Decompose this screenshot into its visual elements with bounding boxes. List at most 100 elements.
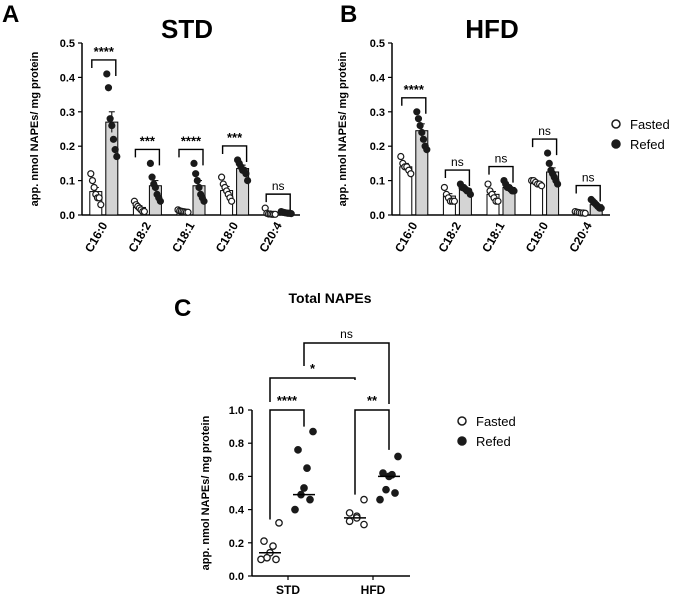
y-tick-label: 0.0 bbox=[370, 210, 385, 222]
panel-letter-a: A bbox=[2, 1, 19, 28]
data-point-fasted bbox=[184, 208, 192, 216]
data-point-refed bbox=[111, 146, 119, 154]
bracket-hfd bbox=[354, 409, 390, 495]
chart-title: Total NAPEs bbox=[289, 290, 372, 306]
data-point-refed bbox=[382, 485, 390, 494]
data-point-refed bbox=[379, 469, 387, 477]
data-point-fasted bbox=[581, 209, 589, 217]
y-tick-label: 0.2 bbox=[370, 141, 385, 153]
legend-label-refed: Refed bbox=[476, 434, 511, 449]
legend-bottom: Fasted Refed bbox=[457, 414, 516, 449]
data-point-fasted bbox=[269, 542, 277, 550]
legend-top: Fasted Refed bbox=[611, 117, 670, 152]
y-tick-label: 0.2 bbox=[60, 141, 75, 153]
chart-total-napes: Total NAPEs app. nmol NAPEs/ mg protein 0.… bbox=[200, 290, 410, 596]
data-point-fasted bbox=[95, 194, 103, 202]
data-point-fasted bbox=[397, 152, 405, 161]
y-tick-label: 0.0 bbox=[60, 210, 75, 222]
chart-hfd-bar: HFD app. nmol NAPEs/ mg protein 0.0 0.1 0.2 0… bbox=[337, 14, 610, 255]
bracket-refed bbox=[303, 342, 390, 404]
legend-marker-refed bbox=[611, 139, 621, 149]
legend-label-fasted: Fasted bbox=[476, 414, 516, 429]
data-point-refed bbox=[466, 190, 474, 198]
significance-bracket bbox=[575, 184, 601, 202]
significance-bracket bbox=[134, 148, 161, 166]
y-tick-label: 0.8 bbox=[229, 438, 244, 450]
y-tick-label: 0.0 bbox=[229, 571, 244, 583]
data-point-fasted bbox=[345, 509, 354, 517]
data-point-fasted bbox=[97, 201, 105, 209]
legend-marker-fasted bbox=[457, 416, 467, 426]
data-point-refed bbox=[106, 115, 114, 123]
significance-label: *** bbox=[227, 130, 243, 145]
chart-title: HFD bbox=[465, 14, 518, 44]
data-point-refed bbox=[193, 177, 201, 185]
category-label: C16:0 bbox=[392, 219, 421, 255]
y-tick-label: 0.2 bbox=[229, 538, 244, 550]
y-tick-label: 0.3 bbox=[370, 107, 385, 119]
category-label: C20:4 bbox=[256, 219, 285, 255]
y-tick-label: 0.6 bbox=[229, 471, 244, 483]
data-point-refed bbox=[391, 489, 399, 497]
significance-label: ns bbox=[495, 152, 508, 166]
data-point-fasted bbox=[271, 210, 279, 218]
data-point-refed bbox=[148, 173, 156, 181]
data-point-refed bbox=[418, 128, 426, 137]
data-point-fasted bbox=[87, 170, 95, 178]
y-tick-label: 0.1 bbox=[370, 176, 385, 188]
data-point-refed bbox=[423, 146, 431, 154]
significance-label: **** bbox=[181, 133, 202, 148]
bracket-std bbox=[269, 409, 305, 520]
significance-label: **** bbox=[94, 44, 115, 59]
data-point-refed bbox=[394, 452, 402, 461]
data-point-refed bbox=[200, 197, 208, 205]
data-point-fasted bbox=[407, 170, 415, 178]
category-label: C18:1 bbox=[479, 219, 508, 255]
significance-label: ns bbox=[538, 124, 551, 138]
data-point-refed bbox=[104, 84, 113, 92]
data-point-fasted bbox=[360, 520, 368, 529]
data-point-refed bbox=[103, 70, 111, 78]
bracket-std-label: **** bbox=[277, 393, 298, 408]
data-point-fasted bbox=[537, 182, 546, 190]
significance-bracket bbox=[265, 193, 291, 211]
data-point-refed bbox=[108, 121, 116, 130]
data-point-refed bbox=[414, 115, 423, 123]
data-point-refed bbox=[413, 108, 421, 116]
data-point-fasted bbox=[88, 177, 97, 185]
bracket-hfd-label: ** bbox=[367, 393, 378, 408]
data-point-refed bbox=[151, 183, 159, 192]
significance-bracket bbox=[401, 97, 427, 114]
significance-label: **** bbox=[404, 82, 425, 97]
data-point-refed bbox=[195, 183, 203, 192]
panel-letter-c: C bbox=[174, 295, 191, 322]
significance-label: *** bbox=[140, 133, 156, 148]
category-label: C18:0 bbox=[523, 219, 552, 255]
panel-letter-b: B bbox=[340, 1, 357, 28]
y-axis-label: app. nmol NAPEs/ mg protein bbox=[29, 51, 41, 206]
data-point-fasted bbox=[228, 197, 236, 205]
data-point-refed bbox=[300, 484, 308, 492]
data-point-refed bbox=[545, 159, 553, 167]
data-point-refed bbox=[416, 121, 424, 130]
y-tick-label: 0.4 bbox=[60, 72, 76, 84]
data-point-refed bbox=[543, 149, 552, 157]
y-tick-label: 0.4 bbox=[229, 505, 245, 517]
significance-label: ns bbox=[272, 179, 285, 193]
data-point-refed bbox=[294, 445, 302, 454]
data-point-refed bbox=[156, 197, 164, 205]
legend-marker-fasted bbox=[611, 119, 621, 129]
data-point-refed bbox=[146, 159, 154, 167]
significance-label: ns bbox=[451, 155, 464, 169]
legend-label-refed: Refed bbox=[630, 137, 665, 152]
data-point-refed bbox=[553, 180, 562, 188]
category-label: C20:4 bbox=[566, 219, 595, 255]
significance-bracket bbox=[178, 148, 204, 166]
significance-bracket bbox=[531, 138, 558, 156]
data-point-fasted bbox=[260, 537, 268, 545]
significance-label: ns bbox=[582, 171, 595, 185]
category-label: STD bbox=[276, 583, 300, 596]
data-point-refed bbox=[419, 135, 428, 143]
data-point-fasted bbox=[272, 555, 280, 564]
bracket-refed-label: ns bbox=[340, 327, 353, 341]
